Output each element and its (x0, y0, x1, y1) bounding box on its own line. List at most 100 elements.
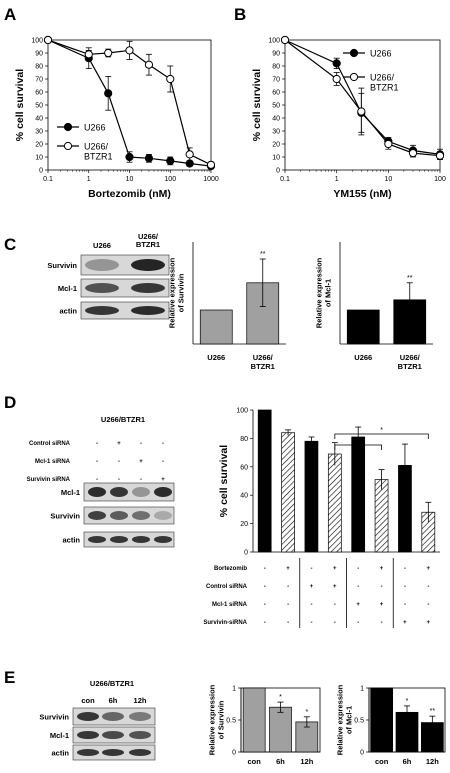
blot-band (77, 749, 99, 756)
y-axis-title: % cell survival (14, 69, 26, 141)
significance-bracket (334, 444, 382, 450)
condition-mark: - (381, 584, 383, 590)
data-point (104, 89, 113, 98)
category-label: U266 (207, 353, 225, 362)
blot-band (88, 536, 106, 543)
y-tick-label: 0.5 (226, 718, 236, 725)
condition-mark: - (334, 620, 336, 626)
blot-condition-mark: - (118, 477, 120, 483)
condition-mark: - (287, 602, 289, 608)
blot-row-label: Mcl-1 (58, 284, 77, 293)
blot-band (132, 487, 150, 497)
blot-strip (83, 506, 175, 525)
y-tick-label: 80 (35, 64, 43, 71)
condition-mark: - (264, 620, 266, 626)
chart-c2: U266 ** U266/BTZR1 Relative expressionof Mc… (315, 242, 433, 371)
panel-letter-c: C (4, 235, 16, 254)
data-point (408, 149, 418, 158)
y-axis-title-group: % cell survival (218, 445, 230, 517)
y-tick-label: 40 (272, 116, 280, 123)
bar (346, 309, 380, 345)
condition-mark: - (357, 566, 359, 572)
blot-condition-label: Mcl-1 siRNA (35, 459, 71, 465)
x-axis-title: YM155 (nM) (333, 188, 391, 200)
blot-lane-label: 6h (109, 696, 118, 705)
data-point (332, 59, 341, 68)
y-tick-label: 10 (35, 155, 43, 162)
data-point (185, 150, 194, 159)
y-tick-label: 20 (272, 142, 280, 149)
bar (281, 432, 295, 553)
x-tick-label: 10 (384, 176, 392, 183)
blot-band (77, 712, 99, 721)
blot-e: U266/BTZR1 con 6h 12h Survivin Mcl-1 actin (39, 679, 156, 761)
blot-row-label: Survivin (39, 713, 69, 722)
blot-condition-mark: - (96, 459, 98, 465)
condition-mark: + (427, 620, 431, 626)
significance-bracket (334, 433, 429, 439)
condition-mark: - (404, 602, 406, 608)
blot-band (129, 731, 151, 739)
data-point (104, 48, 113, 58)
condition-mark: - (310, 566, 312, 572)
category-label: U266/BTZR1 (251, 353, 275, 371)
condition-mark: + (333, 566, 337, 572)
blot-c: U266 U266/BTZR1 Survivin Mcl-1 actin (47, 232, 170, 320)
significance-label: * (406, 698, 409, 705)
condition-mark: - (381, 620, 383, 626)
blot-condition-mark: - (140, 477, 142, 483)
bar (304, 440, 319, 553)
y-tick-label: 70 (272, 77, 280, 84)
y-tick-label: 30 (35, 129, 43, 136)
condition-mark: - (427, 602, 429, 608)
blot-strip (83, 531, 175, 548)
y-axis-title-group: % cell survival (14, 69, 26, 141)
y-axis-title-group: Relative expressionof Survivin (208, 684, 226, 755)
x-tick-label: 100 (164, 176, 176, 183)
data-point (166, 156, 175, 165)
panel-letter-d: D (4, 393, 16, 412)
blot-band (154, 536, 172, 543)
x-tick-label: 10 (126, 176, 134, 183)
condition-mark: - (427, 584, 429, 590)
legend-marker (349, 72, 359, 82)
legend-label: U266 (84, 123, 106, 133)
condition-mark: + (310, 584, 314, 590)
condition-mark: - (310, 602, 312, 608)
y-tick-label: 40 (35, 116, 43, 123)
blot-band (129, 749, 151, 756)
y-axis-title: Relative expressionof Survivin (208, 684, 226, 755)
y-tick-label: 60 (272, 90, 280, 97)
x-axis-title: Bortezomib (nM) (88, 188, 171, 200)
y-tick-label: 20 (35, 142, 43, 149)
y-tick-label: 50 (272, 103, 280, 110)
y-tick-label: 60 (240, 464, 248, 471)
blot-condition-mark: + (139, 459, 143, 465)
blot-row-label: Mcl-1 (50, 731, 69, 740)
y-tick-label: 80 (272, 64, 280, 71)
blot-band (102, 731, 124, 739)
blot-lane-label: con (81, 696, 95, 705)
y-axis-title: Relative expressionof Mcl-1 (336, 684, 354, 755)
y-axis-title-group: Relative expressionof Mcl-1 (336, 684, 354, 755)
y-tick-label: 100 (236, 408, 248, 415)
condition-mark: - (334, 602, 336, 608)
y-tick-label: 20 (240, 521, 248, 528)
blot-d: U266/BTZR1 Control siRNA - + - - Mcl-1 siRNA - -… (27, 415, 175, 548)
y-tick-label: 0 (232, 750, 236, 757)
panel-letter-e: E (4, 668, 15, 687)
condition-mark: + (427, 566, 431, 572)
condition-mark: - (357, 584, 359, 590)
blot-band (110, 536, 128, 543)
blot-band (129, 712, 151, 721)
blot-row-label: Survivin (47, 261, 77, 270)
x-tick-label: 0.1 (43, 176, 53, 183)
blot-band (110, 487, 128, 497)
significance-label: * (357, 438, 360, 445)
condition-mark: - (264, 584, 266, 590)
blot-band (132, 511, 150, 520)
x-tick-label: 1 (335, 176, 339, 183)
blot-row-label: actin (51, 749, 69, 758)
category-label: con (375, 757, 389, 766)
blot-title: U266/BTZR1 (101, 415, 145, 424)
